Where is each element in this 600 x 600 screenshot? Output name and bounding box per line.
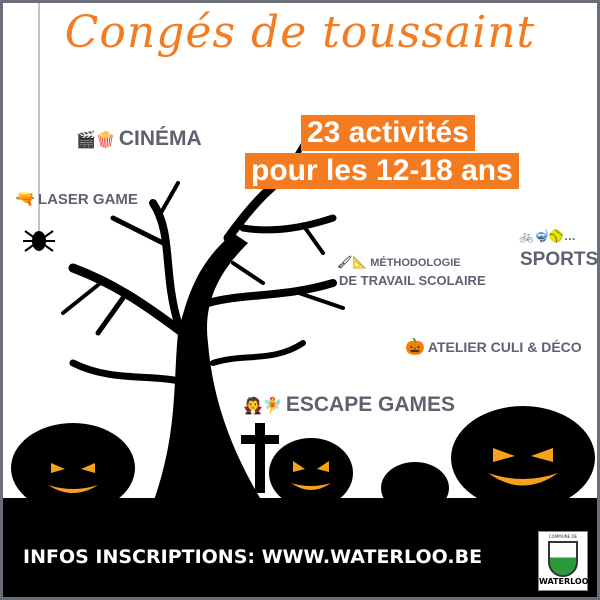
activity-label: MÉTHODOLOGIE bbox=[370, 257, 461, 269]
pumpkin-right bbox=[451, 406, 595, 510]
vampire-fairy-icon: 🧛🧚 bbox=[243, 398, 283, 415]
cinema-popcorn-icon: 🎬🍿 bbox=[76, 132, 116, 149]
footer-info: INFOS INSCRIPTIONS: WWW.WATERLOO.BE bbox=[23, 546, 483, 568]
waterloo-logo: COMMUNE DE WATERLOO bbox=[538, 531, 589, 591]
headline-line1: 23 activités bbox=[301, 115, 475, 151]
pumpkin-icon: 🎃 bbox=[405, 339, 425, 356]
pumpkin-left bbox=[11, 423, 135, 513]
halloween-scene bbox=[3, 3, 597, 514]
activity-laser-game: 🔫 LASER GAME bbox=[15, 189, 138, 209]
activity-sports: SPORTS bbox=[520, 249, 597, 270]
activity-label: CINÉMA bbox=[118, 127, 202, 150]
poster: Congés de toussaint bbox=[3, 3, 597, 597]
activity-cinema: 🎬🍿 CINÉMA bbox=[76, 127, 202, 151]
headline-line2: pour les 12-18 ans bbox=[245, 153, 519, 189]
spider-icon bbox=[23, 230, 55, 252]
brush-ruler-icon: 🖌📐 bbox=[337, 255, 368, 269]
activity-methodologie: 🖌📐 MÉTHODOLOGIE bbox=[337, 255, 461, 269]
activity-label: ESCAPE GAMES bbox=[285, 393, 456, 416]
water-gun-icon: 🔫 bbox=[15, 191, 35, 208]
sports-icons: 🚲🤿🥎… bbox=[519, 229, 576, 243]
activity-methodologie-line2: DE TRAVAIL SCOLAIRE bbox=[339, 273, 486, 288]
tombstone-cross bbox=[241, 423, 279, 493]
footer-band bbox=[3, 511, 597, 597]
coat-of-arms-icon bbox=[548, 541, 578, 577]
logo-town-name: WATERLOO bbox=[539, 577, 589, 586]
activity-escape-games: 🧛🧚 ESCAPE GAMES bbox=[243, 393, 455, 417]
poster-title: Congés de toussaint bbox=[64, 7, 536, 58]
pumpkin-center bbox=[269, 438, 353, 508]
activity-label: ATELIER CULI & DÉCO bbox=[427, 339, 582, 355]
activity-label: LASER GAME bbox=[37, 191, 138, 208]
logo-top-text: COMMUNE DE bbox=[548, 534, 578, 539]
activity-atelier: 🎃 ATELIER CULI & DÉCO bbox=[405, 337, 582, 357]
